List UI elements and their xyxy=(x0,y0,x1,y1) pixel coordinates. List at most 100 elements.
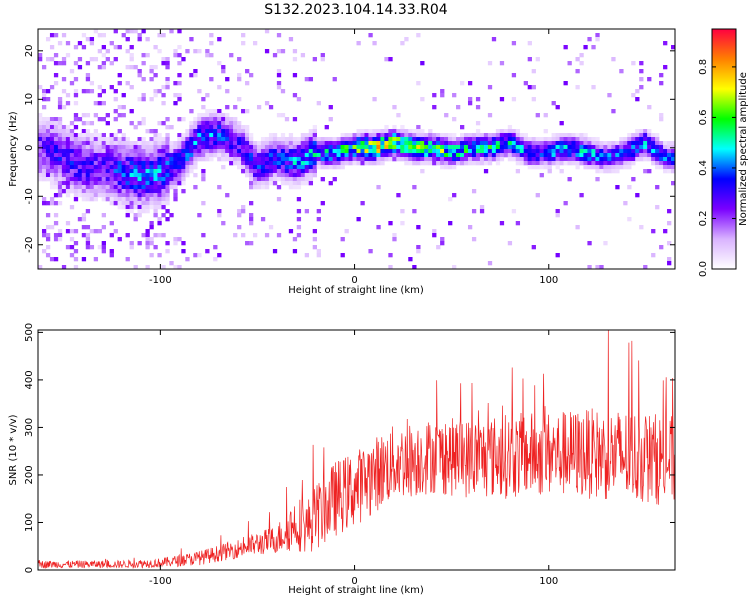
spectrogram-cell xyxy=(97,161,102,166)
spectrogram-cell xyxy=(272,53,278,58)
spectrogram-cell xyxy=(133,149,138,154)
spectrogram-cell xyxy=(197,125,202,130)
spectrogram-cell xyxy=(69,169,75,174)
spectrogram-cell xyxy=(392,149,397,154)
spectrogram-cell xyxy=(619,141,624,146)
spectrogram-cell xyxy=(647,141,652,146)
spectrogram-cell xyxy=(157,181,162,186)
spectrogram-cell xyxy=(567,141,572,146)
spectrogram-cell xyxy=(153,197,158,202)
spectrogram-cell xyxy=(643,137,648,142)
spectrogram-cell xyxy=(137,73,142,78)
spectrogram-cell xyxy=(583,153,588,158)
spectrogram-cell xyxy=(133,189,138,194)
spectrogram-cell xyxy=(595,161,600,166)
spectrogram-cell xyxy=(631,145,636,150)
spectrogram-cell xyxy=(101,177,106,182)
spectrogram-cell xyxy=(61,57,67,62)
spectrogram-cell xyxy=(101,193,106,198)
spectrogram-cell xyxy=(85,161,91,166)
spectrogram-cell xyxy=(663,229,668,234)
spectrogram-cell xyxy=(372,133,377,138)
x-tick-label: -100 xyxy=(149,275,172,286)
spectrogram-cell xyxy=(113,157,118,162)
spectrogram-cell xyxy=(229,133,234,138)
spectrogram-cell xyxy=(53,125,59,130)
spectrogram-y-label: Frequency (Hz) xyxy=(8,111,19,187)
spectrogram-cell xyxy=(571,141,576,146)
spectrogram-cell xyxy=(296,173,302,178)
spectrogram-cell xyxy=(268,173,274,178)
spectrogram-cell xyxy=(531,141,536,146)
spectrogram-cell xyxy=(471,237,477,242)
spectrogram-cell xyxy=(133,165,138,170)
spectrogram-cell xyxy=(221,141,226,146)
spectrogram-cell xyxy=(189,109,194,114)
spectrogram-cell xyxy=(201,105,206,110)
spectrogram-cell xyxy=(157,169,162,174)
spectrogram-cell xyxy=(53,33,59,38)
spectrogram-cell xyxy=(205,145,210,150)
spectrogram-cell xyxy=(145,205,150,210)
spectrogram-cell xyxy=(189,129,194,134)
spectrogram-cell xyxy=(591,141,596,146)
spectrogram-cell xyxy=(85,185,91,190)
spectrogram-cell xyxy=(45,157,51,162)
spectrogram-cell xyxy=(233,125,238,130)
spectrogram-cell xyxy=(300,133,306,138)
spectrogram-cell xyxy=(408,161,413,166)
spectrogram-cell xyxy=(396,149,401,154)
spectrogram-cell xyxy=(511,149,517,154)
spectrogram-cell xyxy=(475,157,481,162)
spectrogram-cell xyxy=(396,133,401,138)
spectrogram-cell xyxy=(41,125,47,130)
spectrogram-cell xyxy=(655,185,660,190)
spectrogram-cell xyxy=(137,177,142,182)
spectrogram-cell xyxy=(316,253,321,258)
spectrogram-cell xyxy=(444,165,449,170)
spectrogram-cell xyxy=(245,109,250,114)
spectrogram-cell xyxy=(292,237,298,242)
spectrogram-cell xyxy=(599,153,604,158)
spectrogram-cell xyxy=(165,141,170,146)
spectrogram-cell xyxy=(515,129,521,134)
spectrogram-cell xyxy=(432,149,437,154)
spectrogram-cell xyxy=(579,141,584,146)
spectrogram-cell xyxy=(73,257,79,262)
spectrogram-cell xyxy=(53,117,59,122)
spectrogram-cell xyxy=(332,141,337,146)
spectrogram-cell xyxy=(523,149,528,154)
spectrogram-cell xyxy=(213,141,218,146)
spectrogram-cell xyxy=(57,169,63,174)
spectrogram-cell xyxy=(567,161,572,166)
spectrogram-cell xyxy=(97,149,102,154)
spectrogram-cell xyxy=(471,133,477,138)
spectrogram-cell xyxy=(129,197,134,202)
spectrogram-cell xyxy=(663,145,668,150)
spectrogram-cell xyxy=(308,141,314,146)
spectrogram-cell xyxy=(364,153,369,158)
spectrogram-cell xyxy=(201,133,206,138)
x-tick-label: 100 xyxy=(539,275,558,286)
spectrogram-cell xyxy=(555,161,560,166)
spectrogram-cell xyxy=(420,133,425,138)
spectrogram-cell xyxy=(157,205,162,210)
spectrogram-cell xyxy=(69,189,75,194)
spectrogram-cell xyxy=(165,57,170,62)
spectrogram-cell xyxy=(193,125,198,130)
spectrogram-cell xyxy=(607,157,612,162)
spectrogram-cell xyxy=(288,157,294,162)
spectrogram-cell xyxy=(213,149,218,154)
spectrogram-cell xyxy=(153,161,158,166)
spectrogram-cell xyxy=(85,89,91,94)
spectrogram-cell xyxy=(217,125,222,130)
spectrogram-cell xyxy=(133,173,138,178)
spectrogram-cell xyxy=(177,81,182,86)
spectrogram-cell xyxy=(260,181,266,186)
x-tick-label: 100 xyxy=(539,576,558,587)
spectrogram-cell xyxy=(149,65,154,70)
spectrogram-cell xyxy=(635,137,640,142)
spectrogram-cell xyxy=(256,153,262,158)
spectrogram-cell xyxy=(209,137,214,142)
spectrogram-cell xyxy=(69,121,75,126)
